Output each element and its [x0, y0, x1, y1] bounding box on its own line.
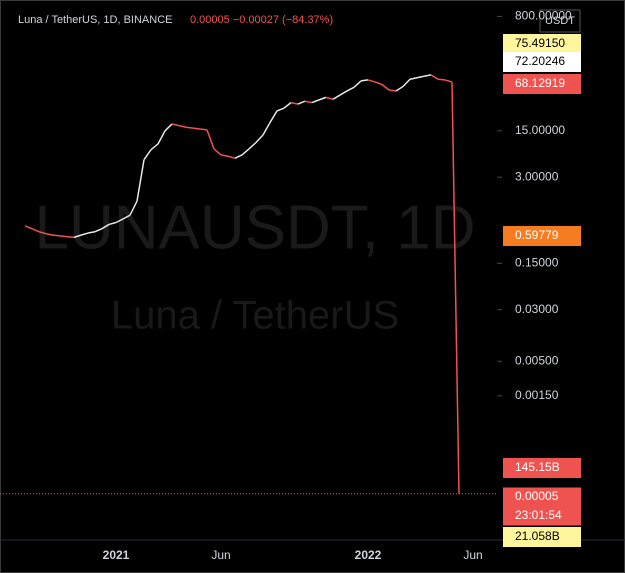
price-segment: [297, 100, 306, 105]
price-tag: [503, 226, 581, 246]
price-segment: [122, 214, 131, 220]
price-segment: [108, 221, 117, 226]
price-segment: [346, 86, 355, 92]
price-segment: [430, 74, 439, 80]
price-segment: [59, 235, 68, 238]
price-segment: [94, 228, 103, 233]
price-segment: [73, 234, 82, 239]
price-segment: [164, 123, 173, 132]
price-tag: [503, 74, 581, 94]
price-segment: [129, 200, 138, 216]
x-tick-label: Jun: [463, 548, 482, 562]
price-segment: [437, 78, 446, 81]
price-segment: [227, 155, 236, 159]
y-tick-label: 0.03000: [515, 302, 559, 316]
price-segment: [234, 154, 243, 159]
price-segment: [318, 96, 327, 101]
price-tag-label: 145.15B: [515, 460, 560, 474]
price-segment: [395, 85, 404, 92]
y-tick-label: 0.00500: [515, 353, 559, 367]
y-tick-label: 0.00150: [515, 388, 559, 402]
y-tick-label: 0.15000: [515, 256, 559, 270]
price-segment: [80, 232, 89, 236]
price-segment: [360, 79, 369, 82]
price-segment: [115, 218, 124, 224]
price-segment: [269, 110, 278, 123]
x-tick-label: 2021: [103, 548, 130, 562]
price-tag: [503, 487, 581, 507]
price-tag: [503, 458, 581, 478]
price-segment: [451, 81, 460, 494]
price-segment: [220, 154, 229, 157]
y-tick-label: 15.00000: [515, 123, 565, 137]
price-segment: [381, 83, 390, 91]
price-segment: [241, 148, 250, 156]
price-tag-label: 68.12919: [515, 76, 565, 90]
price-tag-label: 75.49150: [515, 36, 565, 50]
price-segment: [199, 128, 208, 131]
price-segment: [206, 129, 215, 150]
price-tag-label: 23:01:54: [515, 508, 562, 522]
price-segment: [24, 225, 33, 230]
price-segment: [178, 124, 187, 128]
price-segment: [248, 141, 257, 150]
price-segment: [31, 228, 40, 233]
price-segment: [283, 102, 292, 109]
price-tag: [503, 506, 581, 526]
y-tick-label: 3.00000: [515, 169, 559, 183]
price-tag: [503, 52, 581, 72]
price-segment: [402, 78, 411, 88]
x-tick-label: Jun: [211, 548, 230, 562]
price-segment: [416, 75, 425, 79]
price-segment: [38, 231, 47, 235]
unit-box: [539, 9, 581, 33]
quote: 0.00005 −0.00027 (−84.37%): [190, 14, 333, 26]
price-segment: [185, 126, 194, 129]
price-segment: [444, 79, 453, 83]
price-segment: [304, 100, 313, 104]
price-segment: [276, 107, 285, 112]
price-segment: [101, 223, 110, 230]
price-segment: [388, 89, 397, 92]
price-tag-label: 72.20246: [515, 54, 565, 68]
price-segment: [213, 148, 222, 156]
price-segment: [87, 230, 96, 234]
price-segment: [325, 96, 334, 100]
watermark: LUNAUSDT, 1D: [35, 193, 476, 262]
price-segment: [262, 122, 271, 136]
price-segment: [339, 90, 348, 96]
price-segment: [66, 235, 75, 239]
price-segment: [255, 134, 264, 144]
price-segment: [367, 79, 376, 83]
price-segment: [332, 94, 341, 100]
price-segment: [423, 74, 432, 77]
price-tag-label: 0.59779: [515, 228, 559, 242]
price-tag: [503, 527, 581, 547]
watermark-sub: Luna / TetherUS: [111, 294, 399, 338]
price-segment: [409, 76, 418, 81]
price-segment: [52, 234, 61, 237]
price-segment: [136, 159, 145, 202]
price-tag-label: 21.058B: [515, 529, 560, 543]
price-segment: [192, 127, 201, 130]
y-tick-label: 800.00000: [515, 9, 572, 23]
price-segment: [353, 80, 362, 88]
price-tag: [503, 34, 581, 54]
price-segment: [374, 81, 383, 86]
price-tag-label: 0.00005: [515, 489, 559, 503]
price-segment: [157, 130, 166, 145]
price-segment: [150, 143, 159, 151]
price-segment: [171, 123, 180, 127]
price-segment: [143, 149, 152, 161]
unit-label: USDT: [545, 15, 575, 27]
price-segment: [311, 99, 320, 104]
chart-title: Luna / TetherUS, 1D, BINANCE: [18, 14, 172, 26]
price-segment: [45, 232, 54, 236]
price-segment: [290, 101, 299, 105]
x-tick-label: 2022: [355, 548, 382, 562]
